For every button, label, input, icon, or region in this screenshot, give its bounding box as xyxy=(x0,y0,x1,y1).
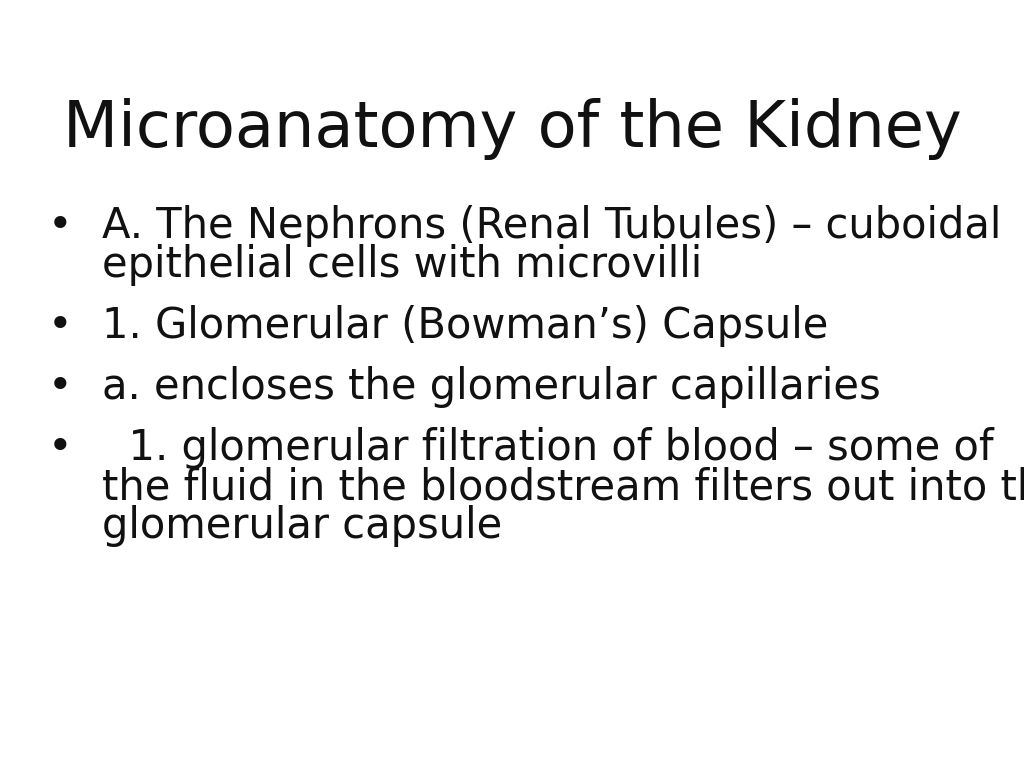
Text: •: • xyxy=(48,427,73,469)
Text: •: • xyxy=(48,205,73,247)
Text: glomerular capsule: glomerular capsule xyxy=(102,505,502,547)
Text: the fluid in the bloodstream filters out into the: the fluid in the bloodstream filters out… xyxy=(102,466,1024,508)
Text: 1. Glomerular (Bowman’s) Capsule: 1. Glomerular (Bowman’s) Capsule xyxy=(102,305,828,347)
Text: •: • xyxy=(48,305,73,347)
Text: a. encloses the glomerular capillaries: a. encloses the glomerular capillaries xyxy=(102,366,881,408)
Text: 1. glomerular filtration of blood – some of: 1. glomerular filtration of blood – some… xyxy=(102,427,993,469)
Text: A. The Nephrons (Renal Tubules) – cuboidal: A. The Nephrons (Renal Tubules) – cuboid… xyxy=(102,205,1001,247)
Text: •: • xyxy=(48,366,73,408)
Text: Microanatomy of the Kidney: Microanatomy of the Kidney xyxy=(62,98,962,160)
Text: epithelial cells with microvilli: epithelial cells with microvilli xyxy=(102,244,702,286)
